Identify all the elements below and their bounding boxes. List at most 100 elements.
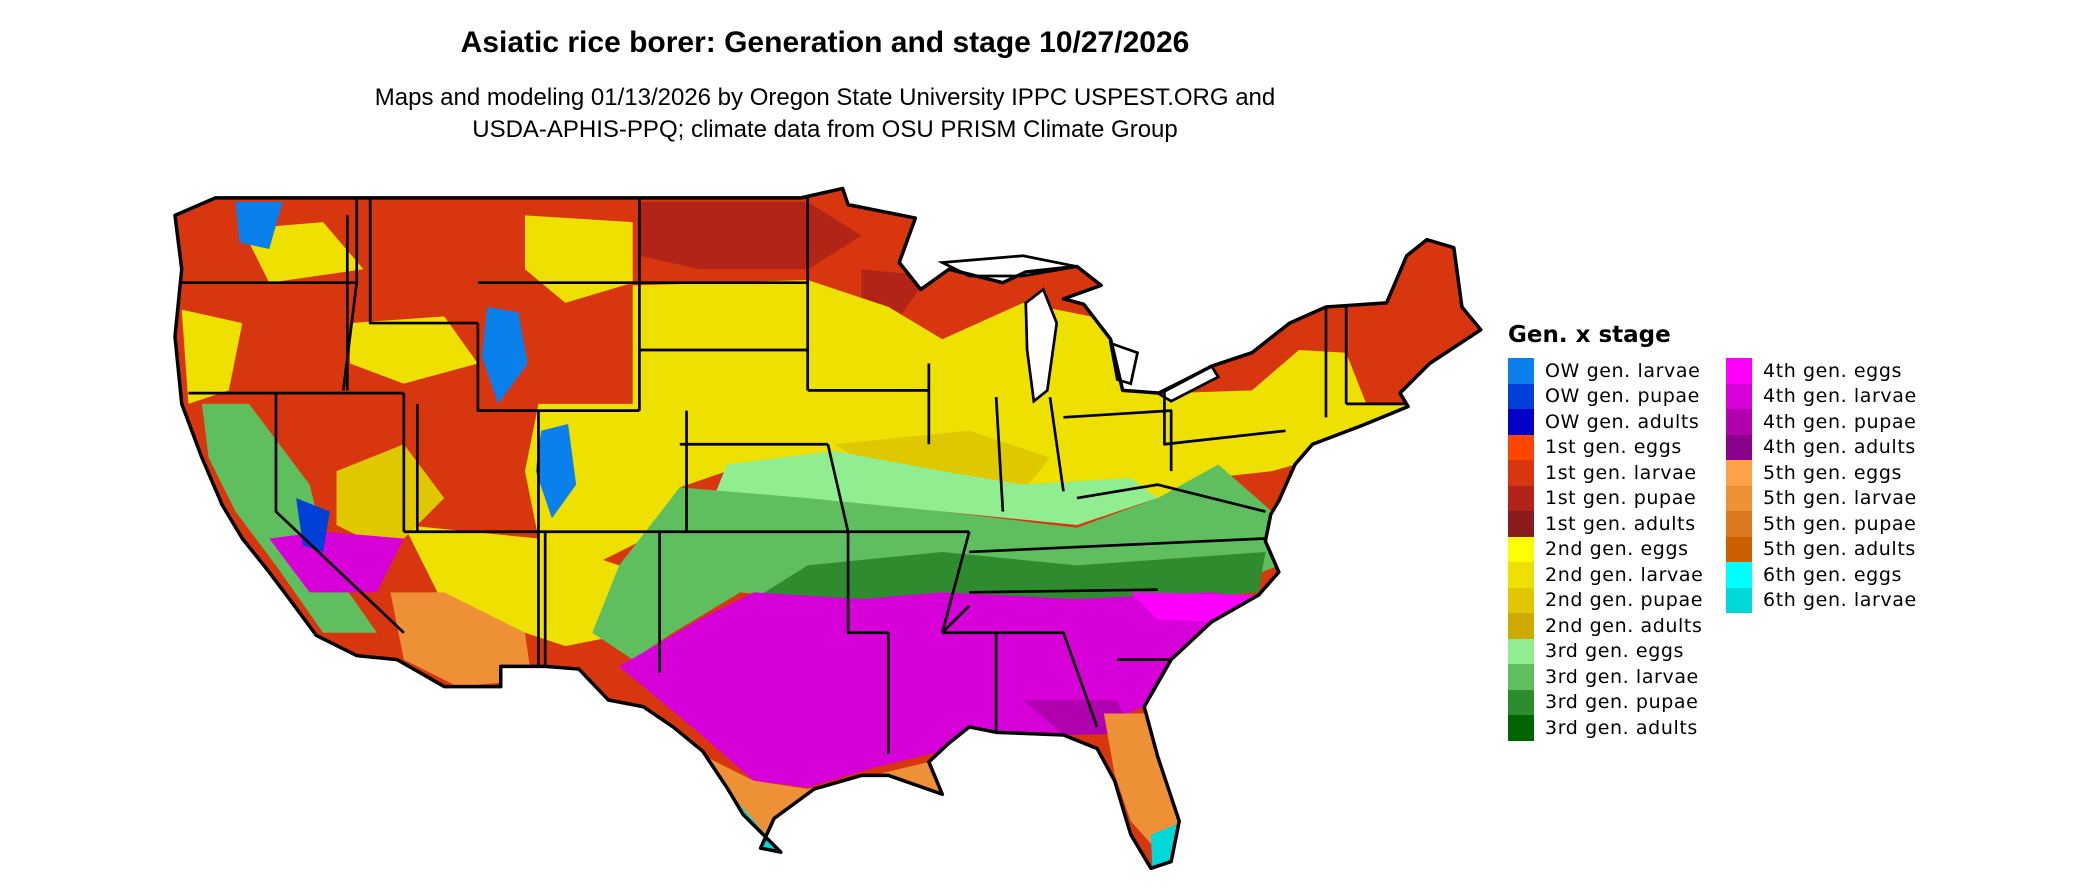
legend-column-2: 4th gen. eggs 4th gen. larvae 4th gen. pup… — [1726, 358, 1917, 613]
stage-region — [1103, 713, 1180, 849]
stage-region — [632, 280, 1427, 499]
legend-swatch — [1508, 664, 1534, 690]
state-border — [274, 393, 405, 634]
stage-region — [269, 531, 404, 593]
state-border — [941, 604, 971, 634]
legend-swatch — [1508, 485, 1534, 511]
legend-label: 3rd gen. larvae — [1545, 665, 1699, 688]
state-border — [368, 197, 478, 325]
legend-label: 2nd gen. pupae — [1545, 589, 1703, 612]
legend-label: OW gen. larvae — [1545, 359, 1701, 382]
legend-swatch — [1508, 587, 1534, 613]
legend-item: 4th gen. eggs — [1726, 358, 1917, 384]
legend-item: 5th gen. larvae — [1726, 485, 1917, 511]
us-outline — [173, 186, 1483, 871]
state-border — [996, 631, 1099, 728]
state-border — [1063, 409, 1173, 472]
state-border — [941, 531, 971, 634]
legend-item: 1st gen. adults — [1508, 511, 1703, 537]
stage-region — [403, 525, 633, 647]
legend-item: 5th gen. adults — [1726, 536, 1917, 562]
legend-swatch — [1508, 638, 1534, 664]
state-border — [826, 443, 850, 533]
legend-label: 5th gen. adults — [1763, 538, 1916, 561]
legend-label: 4th gen. adults — [1763, 436, 1916, 459]
legend-item: 5th gen. pupae — [1726, 511, 1917, 537]
legend-item: OW gen. pupae — [1508, 383, 1703, 409]
legend-item: 3rd gen. eggs — [1508, 638, 1703, 664]
legend-item: 5th gen. eggs — [1726, 460, 1917, 486]
stage-region — [1130, 592, 1259, 622]
legend-item: OW gen. larvae — [1508, 358, 1703, 384]
legend-swatch — [1508, 358, 1534, 384]
legend-item: 3rd gen. adults — [1508, 715, 1703, 741]
legend-label: 3rd gen. eggs — [1545, 640, 1685, 663]
legend-swatch — [1726, 536, 1752, 562]
stage-region — [713, 450, 1158, 526]
legend-label: 4th gen. eggs — [1763, 359, 1903, 382]
legend-label: 3rd gen. adults — [1545, 716, 1698, 739]
state-border — [1163, 390, 1286, 446]
map-title: Asiatic rice borer: Generation and stage… — [460, 26, 1190, 59]
legend-label: 1st gen. eggs — [1545, 436, 1682, 459]
legend-item: 2nd gen. pupae — [1508, 587, 1703, 613]
state-borders — [181, 197, 1407, 754]
legend-item: OW gen. adults — [1508, 409, 1703, 435]
legend-label: 1st gen. pupae — [1545, 487, 1697, 510]
legend-item: 3rd gen. pupae — [1508, 689, 1703, 715]
state-border — [1076, 483, 1266, 513]
state-border — [994, 397, 1005, 512]
legend-label: 5th gen. pupae — [1763, 512, 1917, 535]
legend-item: 4th gen. pupae — [1726, 409, 1917, 435]
legend-swatch — [1508, 460, 1534, 486]
stage-region — [535, 424, 577, 519]
legend-label: 3rd gen. pupae — [1545, 691, 1699, 714]
stage-region — [235, 201, 283, 250]
legend-swatch — [1726, 460, 1752, 486]
state-border — [969, 588, 1158, 594]
legend-swatch — [1508, 562, 1534, 588]
legend-swatch — [1726, 358, 1752, 384]
legend-label: 5th gen. eggs — [1763, 461, 1903, 484]
stage-region — [181, 309, 243, 404]
legend-swatch — [1508, 434, 1534, 460]
legend-column-1: OW gen. larvae OW gen. pupae OW gen. adult… — [1508, 358, 1703, 741]
legend-item: 6th gen. eggs — [1726, 562, 1917, 588]
map-subtitle-line-1: Maps and modeling 01/13/2026 by Oregon S… — [374, 84, 1276, 111]
stage-region — [481, 306, 528, 404]
legend-swatch — [1726, 587, 1752, 613]
legend-swatch — [1726, 434, 1752, 460]
legend-title: Gen. x stage — [1508, 322, 1671, 348]
legend-swatch — [1726, 511, 1752, 537]
legend-item: 4th gen. adults — [1726, 434, 1917, 460]
legend-item: 6th gen. larvae — [1726, 587, 1917, 613]
legend-swatch — [1508, 409, 1534, 435]
legend-label: 2nd gen. adults — [1545, 614, 1703, 637]
stage-region — [390, 592, 532, 687]
legend-swatch — [1726, 485, 1752, 511]
legend-label: 6th gen. larvae — [1763, 589, 1917, 612]
legend-item: 2nd gen. adults — [1508, 613, 1703, 639]
legend-label: 1st gen. larvae — [1545, 461, 1697, 484]
legend-swatch — [1508, 613, 1534, 639]
legend-item: 4th gen. larvae — [1726, 383, 1917, 409]
stage-region — [350, 316, 478, 384]
legend-item: 1st gen. pupae — [1508, 485, 1703, 511]
legend-swatch — [1508, 536, 1534, 562]
legend-label: OW gen. adults — [1545, 410, 1700, 433]
lake — [1024, 287, 1059, 404]
legend-item: 2nd gen. larvae — [1508, 562, 1703, 588]
legend-item: 1st gen. eggs — [1508, 434, 1703, 460]
legend-swatch — [1508, 383, 1534, 409]
legend-label: OW gen. pupae — [1545, 385, 1700, 408]
legend-label: 2nd gen. larvae — [1545, 563, 1704, 586]
legend-item: 2nd gen. eggs — [1508, 536, 1703, 562]
legend-label: 4th gen. larvae — [1763, 385, 1917, 408]
state-border — [1048, 396, 1065, 492]
state-border — [969, 537, 1266, 554]
legend-item: 3rd gen. larvae — [1508, 664, 1703, 690]
legend-label: 2nd gen. eggs — [1545, 538, 1689, 561]
stage-region — [619, 592, 1259, 788]
